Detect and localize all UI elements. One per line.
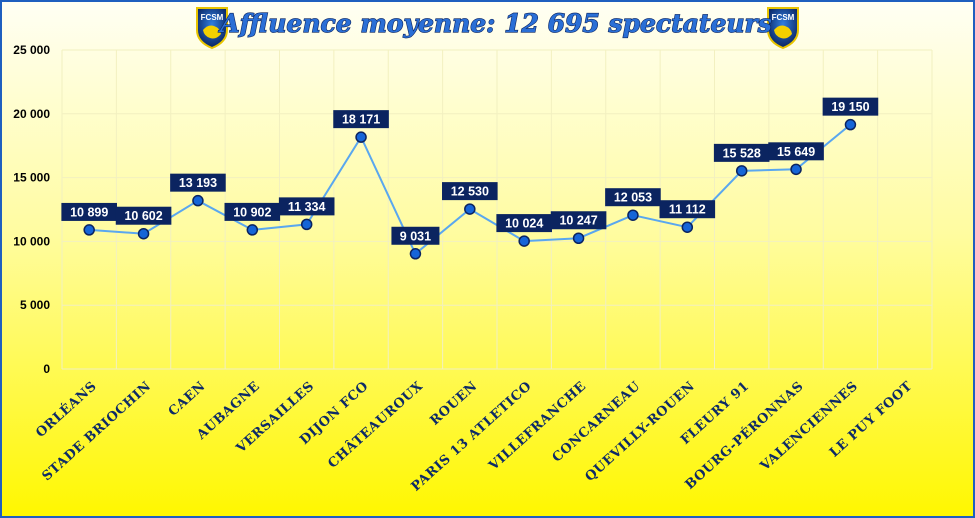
data-point [192, 194, 204, 207]
data-point [627, 209, 639, 221]
data-label: 12 530 [442, 182, 498, 201]
data-label: 10 902 [224, 202, 281, 221]
data-label-box [115, 206, 172, 225]
data-label-text: 10 899 [70, 205, 108, 219]
x-tick-label: VALENCIENNES [757, 379, 861, 475]
data-point [300, 218, 313, 231]
data-label-text: 10 602 [124, 209, 162, 223]
grid [61, 49, 933, 370]
data-label-box [391, 226, 440, 245]
x-tick-label: ROUEN [428, 379, 481, 429]
series-line-group [83, 118, 857, 260]
logo-text: FCSM [772, 13, 795, 22]
y-tick-label: 15 000 [13, 171, 50, 185]
data-label: 15 528 [713, 143, 770, 162]
data-point [844, 118, 857, 131]
data-label-text: 15 649 [777, 145, 815, 159]
logo-text: FCSM [201, 13, 224, 22]
data-point [464, 203, 476, 215]
data-label-box [61, 202, 117, 221]
data-label: 13 193 [170, 173, 226, 192]
data-point [355, 131, 367, 143]
chart-title: Affluence moyenne: 12 695 spectateurs [218, 9, 772, 38]
data-point [572, 232, 585, 244]
data-label: 19 150 [822, 97, 879, 116]
data-label: 12 053 [605, 188, 661, 207]
x-tick-label: STADE BRIOCHIN [39, 379, 154, 484]
data-point [518, 235, 530, 247]
y-axis: 0 5 000 10 000 15 000 20 000 25 000 [13, 43, 50, 376]
x-tick-label: CAEN [166, 379, 209, 420]
y-tick-label: 25 000 [13, 43, 50, 57]
y-tick-label: 10 000 [13, 234, 50, 248]
data-label-text: 12 530 [451, 185, 489, 199]
data-label: 10 247 [550, 211, 607, 230]
data-label: 11 334 [278, 197, 335, 216]
data-label: 10 602 [115, 206, 172, 225]
data-label-box [170, 173, 226, 192]
data-label-box [496, 214, 552, 233]
data-label: 11 112 [659, 200, 716, 219]
data-point [409, 248, 422, 260]
data-label: 15 649 [768, 142, 824, 161]
data-label: 10 899 [61, 202, 117, 221]
data-label-text: 11 334 [288, 200, 326, 214]
data-label-text: 11 112 [669, 203, 706, 217]
x-tick-label: QUEVILLY-ROUEN [583, 379, 698, 485]
data-label-box [278, 197, 335, 216]
data-label-text: 19 150 [831, 100, 869, 114]
data-label-text: 18 171 [342, 113, 380, 127]
data-point [83, 224, 95, 236]
fcsm-lion-crest-icon: FCSM [196, 7, 228, 50]
y-tick-label: 20 000 [13, 107, 50, 121]
data-label-text: 10 247 [559, 214, 597, 228]
data-point [735, 165, 748, 177]
data-label-box [550, 211, 607, 230]
x-tick-label: VILLEFRANCHE [486, 379, 590, 474]
data-label-text: 9 031 [400, 229, 431, 243]
fcsm-lion-crest-icon: FCSM [767, 7, 799, 50]
data-point [681, 221, 694, 233]
data-label-text: 13 193 [179, 176, 217, 190]
data-label-box [659, 200, 716, 219]
data-label: 10 024 [496, 214, 552, 233]
y-tick-label: 0 [43, 362, 50, 376]
data-label-text: 10 902 [233, 205, 271, 219]
data-label-text: 15 528 [723, 146, 761, 160]
data-label-box [713, 143, 770, 162]
x-tick-label: CHÂTEAUROUX [325, 378, 427, 472]
data-label-box [605, 188, 661, 207]
data-point [790, 163, 802, 176]
data-point [246, 224, 259, 236]
data-label-text: 10 024 [505, 217, 543, 231]
data-label-box [333, 110, 389, 129]
data-label-text: 12 053 [614, 191, 652, 205]
data-point [137, 227, 150, 240]
data-label-group: 10 899 10 602 13 193 10 902 11 334 18 171 9 03… [61, 97, 879, 245]
data-label-box [768, 142, 824, 161]
data-label: 9 031 [391, 226, 440, 245]
data-label-box [442, 182, 498, 201]
y-tick-label: 5 000 [20, 298, 50, 312]
data-label: 18 171 [333, 110, 389, 129]
data-label-box [224, 202, 281, 221]
data-label-box [822, 97, 879, 116]
